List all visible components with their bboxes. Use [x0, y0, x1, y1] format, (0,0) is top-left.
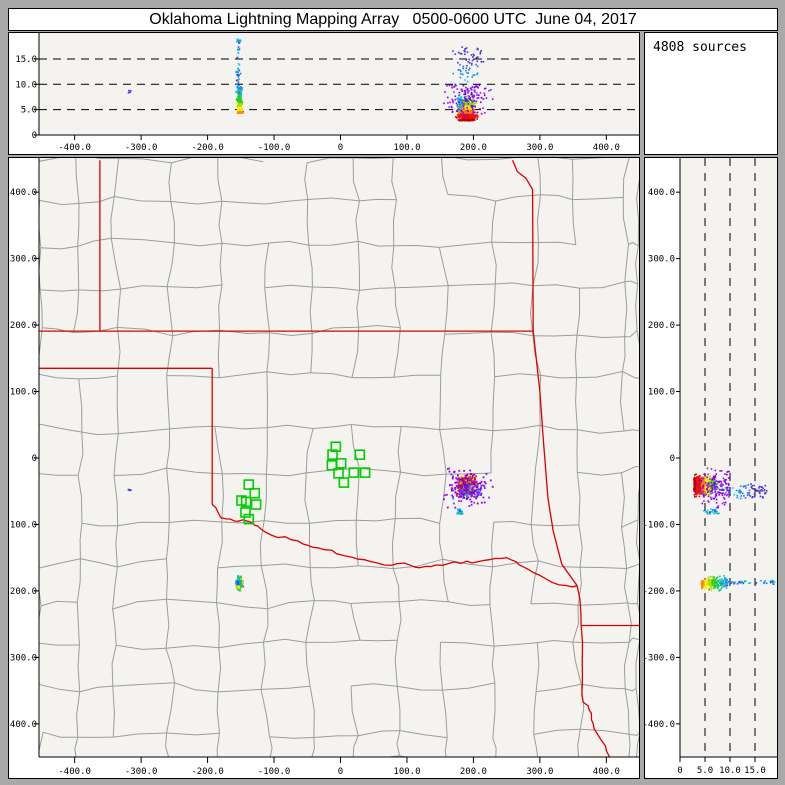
lma-station-marker — [330, 441, 342, 453]
svg-text:-200.0: -200.0 — [191, 143, 224, 153]
svg-text:0: 0 — [670, 454, 675, 464]
svg-text:400.0: 400.0 — [10, 188, 37, 198]
state-border-ok_ar — [532, 331, 578, 586]
svg-text:200.0: 200.0 — [460, 143, 487, 153]
svg-text:-200.0: -200.0 — [9, 587, 37, 597]
lma-station-marker — [359, 467, 371, 478]
svg-text:5.0: 5.0 — [697, 766, 713, 776]
svg-text:-300.0: -300.0 — [645, 653, 675, 663]
svg-text:0: 0 — [677, 766, 682, 776]
svg-text:-100.0: -100.0 — [645, 520, 675, 530]
svg-text:100.0: 100.0 — [393, 767, 420, 777]
svg-text:15.0: 15.0 — [15, 55, 37, 65]
svg-text:-300.0: -300.0 — [9, 653, 37, 663]
lma-station-marker — [327, 449, 338, 460]
svg-text:200.0: 200.0 — [10, 321, 37, 331]
lma-station-marker — [243, 513, 255, 525]
svg-text:300.0: 300.0 — [526, 767, 553, 777]
svg-text:10.0: 10.0 — [15, 80, 37, 90]
svg-text:300.0: 300.0 — [10, 255, 37, 265]
lma-station-marker — [240, 496, 252, 508]
lma-station-marker — [240, 507, 251, 518]
state-border-ar_tx_south — [576, 585, 611, 757]
lma-station-marker — [354, 449, 366, 460]
svg-text:-400.0: -400.0 — [58, 143, 91, 153]
panel-plan-view: 400.0 300.0 200.0 100.0 0 -100.0 -200.0 -300.0 -… — [8, 157, 640, 779]
svg-text:-300.0: -300.0 — [125, 767, 158, 777]
svg-text:-100.0: -100.0 — [258, 767, 291, 777]
svg-text:400.0: 400.0 — [648, 188, 675, 198]
svg-text:0: 0 — [338, 767, 343, 777]
altitude-ns-plot[interactable]: 400.0 300.0 200.0 100.0 0 -100.0 -200.0 -300.0 -… — [645, 158, 778, 778]
svg-text:200.0: 200.0 — [648, 321, 675, 331]
svg-text:-400.0: -400.0 — [645, 720, 675, 730]
lma-station-marker — [249, 487, 261, 499]
svg-text:5.0: 5.0 — [21, 106, 37, 116]
svg-text:-400.0: -400.0 — [58, 767, 91, 777]
svg-text:-400.0: -400.0 — [9, 720, 37, 730]
svg-text:0: 0 — [338, 143, 343, 153]
state-border-red_river — [211, 504, 578, 588]
window-title: Oklahoma Lightning Mapping Array 0500-06… — [149, 10, 637, 28]
lma-station-marker — [333, 467, 344, 479]
lma-station-marker — [326, 460, 338, 471]
svg-text:400.0: 400.0 — [593, 143, 620, 153]
svg-text:-300.0: -300.0 — [125, 143, 158, 153]
lma-station-marker — [348, 467, 360, 478]
lma-station-marker — [243, 479, 255, 490]
plan-view-plot[interactable]: 400.0 300.0 200.0 100.0 0 -100.0 -200.0 -300.0 -… — [9, 158, 639, 778]
svg-text:10.0: 10.0 — [719, 766, 741, 776]
svg-text:-200.0: -200.0 — [191, 767, 224, 777]
ew-altitude-plot[interactable]: 0 5.0 10.0 15.0 -400.0 -300.0 -200.0 -100.0 0 100… — [9, 33, 639, 154]
svg-text:100.0: 100.0 — [648, 388, 675, 398]
svg-text:300.0: 300.0 — [526, 143, 553, 153]
svg-text:15.0: 15.0 — [744, 766, 766, 776]
sources-box: 4808 sources — [644, 32, 778, 155]
title-bar: Oklahoma Lightning Mapping Array 0500-06… — [8, 8, 778, 31]
state-border-ks_mo — [511, 160, 534, 332]
svg-text:-100.0: -100.0 — [9, 520, 37, 530]
svg-text:100.0: 100.0 — [393, 143, 420, 153]
lightning-sources-plan — [127, 467, 494, 592]
svg-text:300.0: 300.0 — [648, 255, 675, 265]
svg-text:100.0: 100.0 — [10, 388, 37, 398]
svg-text:400.0: 400.0 — [593, 767, 620, 777]
svg-text:0: 0 — [32, 131, 37, 141]
lma-station-marker — [250, 499, 262, 510]
svg-text:-200.0: -200.0 — [645, 587, 675, 597]
svg-text:200.0: 200.0 — [460, 767, 487, 777]
panel-ew-altitude: 0 5.0 10.0 15.0 -400.0 -300.0 -200.0 -100.0 0 100… — [8, 32, 640, 155]
svg-text:0: 0 — [32, 454, 37, 464]
panel-altitude-ns: 400.0 300.0 200.0 100.0 0 -100.0 -200.0 -300.0 -… — [644, 157, 778, 779]
lma-station-marker — [338, 477, 350, 488]
svg-text:-100.0: -100.0 — [258, 143, 291, 153]
sources-count-label: 4808 sources — [653, 40, 747, 55]
